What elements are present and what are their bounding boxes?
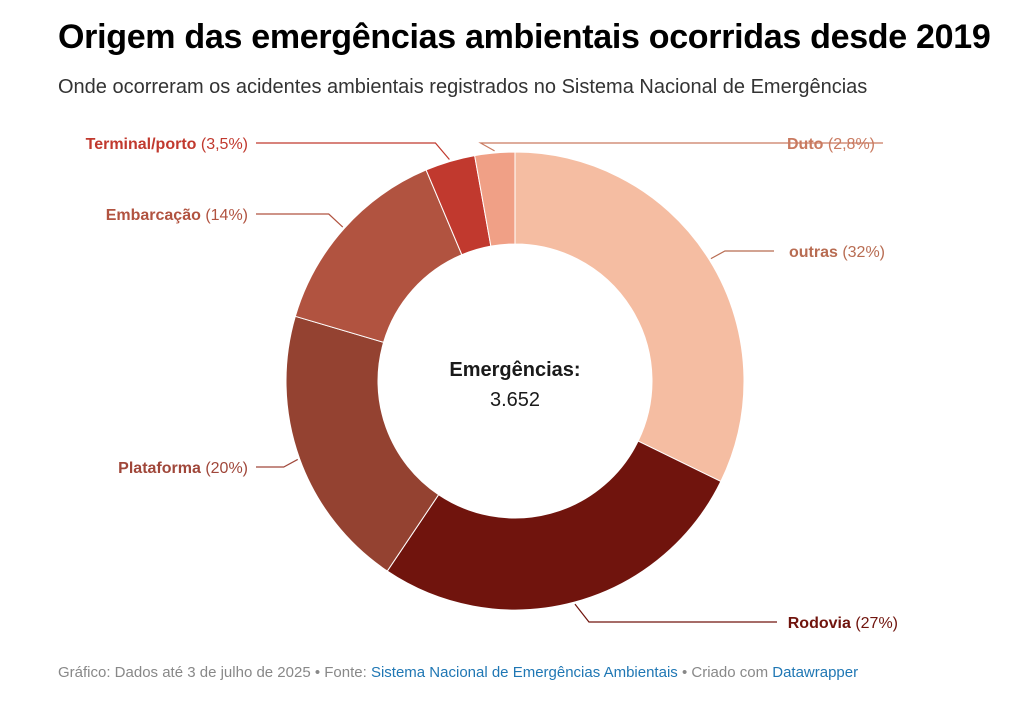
slice-label-name: Terminal/porto xyxy=(86,136,201,153)
slice-label: Duto (2,8%) xyxy=(787,136,875,153)
slice-rodovia xyxy=(386,440,722,611)
donut-chart: outras (32%) Rodovia (27%) Plataforma (20%… xyxy=(86,136,898,632)
center-value: 3.652 xyxy=(490,389,540,411)
leader-line xyxy=(710,250,774,260)
footer-middle: • Criado com xyxy=(677,664,773,680)
slice-label-name: Embarcação xyxy=(106,207,206,224)
chart-subtitle: Onde ocorreram os acidentes ambientais r… xyxy=(58,76,868,98)
slice-label-name: Duto xyxy=(787,136,828,153)
slice-label: Embarcação (14%) xyxy=(106,207,248,224)
leader-lines xyxy=(256,142,883,623)
chart-title: Origem das emergências ambientais ocorri… xyxy=(58,18,991,56)
leader-line xyxy=(256,142,450,160)
slice-label-value: (14%) xyxy=(205,207,248,224)
slice-label: Terminal/porto (3,5%) xyxy=(86,136,248,153)
slice-label: outras (32%) xyxy=(789,244,885,261)
slice-duto xyxy=(474,151,516,247)
source-link[interactable]: Sistema Nacional de Emergências Ambienta… xyxy=(370,664,678,680)
slice-label-value: (27%) xyxy=(855,615,898,632)
slice-label-value: (2,8%) xyxy=(828,136,875,153)
slice-label: Rodovia (27%) xyxy=(788,615,898,632)
slice-label-value: (3,5%) xyxy=(201,136,248,153)
leader-line xyxy=(478,142,883,152)
datawrapper-link[interactable]: Datawrapper xyxy=(772,664,859,680)
slice-label-name: Rodovia xyxy=(788,615,856,632)
slice-labels: outras (32%) Rodovia (27%) Plataforma (20%… xyxy=(86,136,898,632)
slice-label-value: (32%) xyxy=(842,244,885,261)
slice-label-name: outras xyxy=(789,244,842,261)
footer-prefix: Gráfico: Dados até 3 de julho de 2025 • … xyxy=(58,664,371,680)
slice-label-value: (20%) xyxy=(205,460,248,477)
leader-line xyxy=(256,213,344,228)
chart-footer: Gráfico: Dados até 3 de julho de 2025 • … xyxy=(58,664,958,680)
slice-outras xyxy=(514,151,745,483)
donut-slices xyxy=(285,151,745,611)
slice-label: Plataforma (20%) xyxy=(118,460,248,477)
slice-label-name: Plataforma xyxy=(118,460,205,477)
leader-line xyxy=(574,603,777,623)
center-label: Emergências: xyxy=(449,359,580,381)
leader-line xyxy=(256,458,299,468)
slice-plataforma xyxy=(285,315,440,572)
